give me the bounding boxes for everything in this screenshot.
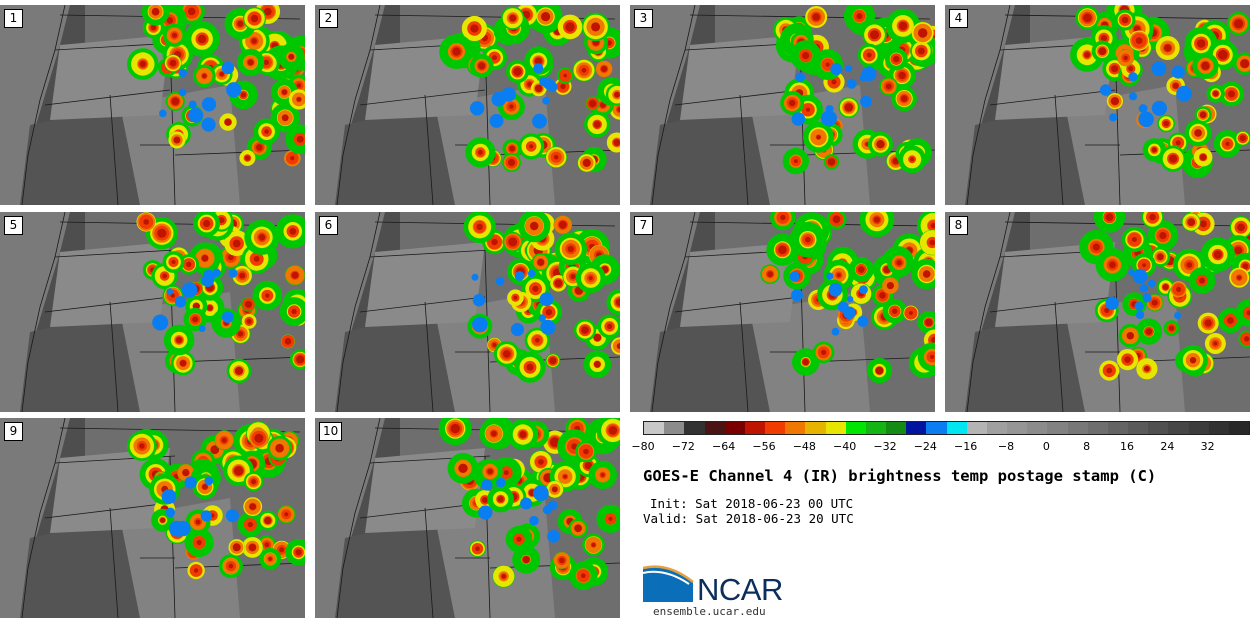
ir-satellite-map: [0, 5, 305, 205]
colorbar-swatch: [825, 422, 846, 434]
ncar-logo-icon: [643, 565, 694, 602]
colorbar-swatch: [946, 422, 967, 434]
colorbar-swatch: [1188, 422, 1209, 434]
colorbar-tick-label: 24: [1160, 440, 1175, 453]
colorbar-swatch: [684, 422, 705, 434]
postage-stamp-panel: 9: [0, 418, 305, 618]
colorbar-swatch: [926, 422, 947, 434]
postage-stamp-panel: 1: [0, 5, 305, 205]
colorbar-tick-label: −72: [671, 440, 695, 453]
ncar-logo-text: NCAR: [697, 572, 783, 607]
colorbar-tick-label: −8: [997, 440, 1015, 453]
panel-number: 8: [949, 216, 968, 235]
colorbar-tick-label: 0: [1042, 440, 1050, 453]
panel-number: 10: [319, 422, 343, 441]
ir-satellite-map: [315, 418, 620, 618]
postage-stamp-panel: 4: [945, 5, 1250, 205]
colorbar-swatch: [1208, 422, 1229, 434]
colorbar-swatch: [966, 422, 987, 434]
colorbar-ticks: −80 −72 −64 −56 −48 −40 −32 −24 −16 −8 0 8 16 24 32: [631, 440, 1248, 454]
colorbar-swatch: [765, 422, 786, 434]
colorbar-swatch: [845, 422, 866, 434]
colorbar-swatch: [1087, 422, 1108, 434]
colorbar-swatch: [664, 422, 685, 434]
colorbar-tick-label: −16: [954, 440, 978, 453]
colorbar-swatch: [986, 422, 1008, 434]
colorbar-swatch: [805, 422, 826, 434]
colorbar-swatch: [1067, 422, 1088, 434]
colorbar-swatch: [785, 422, 806, 434]
postage-stamp-panel: 5: [0, 212, 305, 412]
colorbar-tick-label: −32: [873, 440, 897, 453]
colorbar-swatch: [865, 422, 887, 434]
postage-stamp-panel: 3: [630, 5, 935, 205]
figure-title: GOES-E Channel 4 (IR) brightness temp po…: [643, 467, 1157, 485]
colorbar-tick-label: 8: [1083, 440, 1091, 453]
postage-stamp-panel: 7: [630, 212, 935, 412]
colorbar-swatch: [1107, 422, 1129, 434]
colorbar-swatch: [886, 422, 907, 434]
colorbar-tick-label: 32: [1200, 440, 1215, 453]
ir-satellite-map: [945, 212, 1250, 412]
ir-satellite-map: [0, 418, 305, 618]
panel-number: 5: [4, 216, 23, 235]
colorbar-tick-label: −64: [712, 440, 736, 453]
panel-number: 6: [319, 216, 338, 235]
colorbar-swatch: [1168, 422, 1189, 434]
colorbar-tick-label: 16: [1120, 440, 1134, 453]
logo-url: ensemble.ucar.edu: [653, 605, 766, 618]
colorbar-swatch: [1128, 422, 1149, 434]
panel-number: 2: [319, 9, 338, 28]
ir-satellite-map: [315, 5, 620, 205]
colorbar-swatch: [1027, 422, 1048, 434]
colorbar-tick-label: −40: [833, 440, 857, 453]
ir-satellite-map: [0, 212, 305, 412]
valid-time: Valid: Sat 2018-06-23 20 UTC: [643, 511, 854, 526]
colorbar-tick-label: −80: [631, 440, 655, 453]
postage-stamp-panel: 6: [315, 212, 620, 412]
ir-satellite-map: [945, 5, 1250, 205]
panel-number: 4: [949, 9, 968, 28]
panel-number: 7: [634, 216, 653, 235]
postage-stamp-panel: 2: [315, 5, 620, 205]
colorbar-swatch: [1228, 422, 1250, 434]
panel-number: 1: [4, 9, 23, 28]
postage-stamp-panel: 8: [945, 212, 1250, 412]
colorbar-swatch: [744, 422, 766, 434]
panel-number: 9: [4, 422, 23, 441]
colorbar: [643, 421, 1250, 435]
init-time: Init: Sat 2018-06-23 00 UTC: [650, 496, 854, 511]
colorbar-swatch: [644, 422, 665, 434]
colorbar-swatch: [724, 422, 745, 434]
colorbar-swatch: [1007, 422, 1028, 434]
panel-number: 3: [634, 9, 653, 28]
colorbar-swatch: [1047, 422, 1068, 434]
ir-satellite-map: [630, 212, 935, 412]
postage-stamp-panel: 10: [315, 418, 620, 618]
colorbar-swatch: [1148, 422, 1169, 434]
colorbar-tick-label: −48: [792, 440, 816, 453]
colorbar-tick-label: −24: [913, 440, 937, 453]
ir-satellite-map: [315, 212, 620, 412]
colorbar-tick-label: −56: [752, 440, 776, 453]
ir-satellite-map: [630, 5, 935, 205]
colorbar-swatch: [906, 422, 927, 434]
colorbar-swatch: [704, 422, 725, 434]
